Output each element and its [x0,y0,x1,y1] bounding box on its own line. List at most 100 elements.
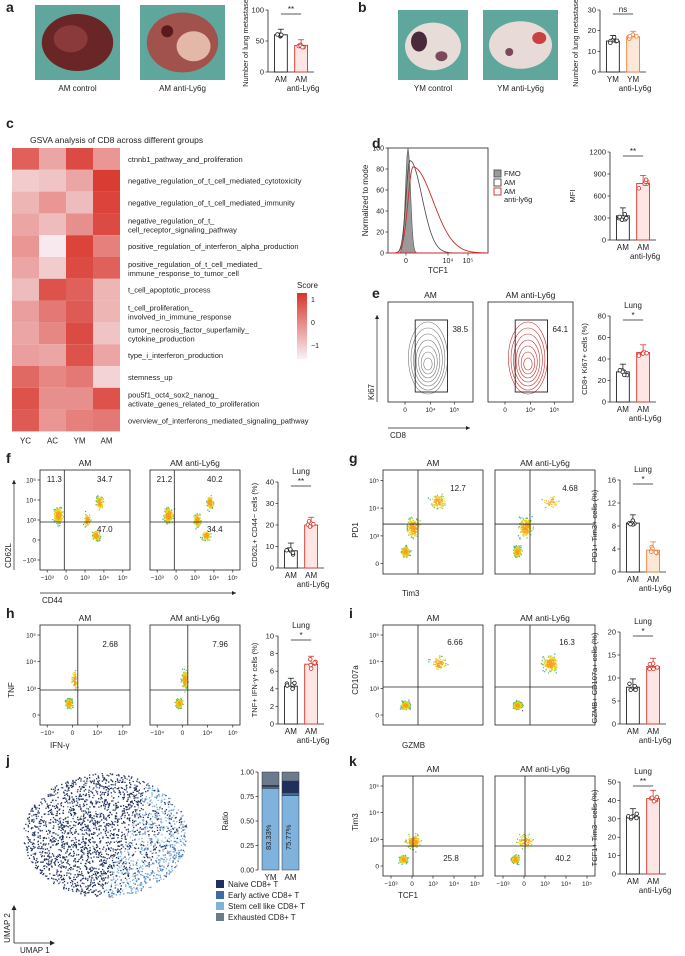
event-dot [85,522,87,524]
data-point [290,550,296,556]
group-label: anti-Ly6g [297,580,330,589]
event-dot [403,549,405,551]
umap-cell [128,830,130,832]
event-dot [548,669,551,672]
event-dot [206,537,209,539]
event-dot [71,679,73,681]
event-dot [522,522,524,524]
umap-cell [125,808,127,811]
event-dot [407,530,409,532]
event-dot [517,551,519,554]
event-dot [516,704,518,706]
event-dot [547,659,549,661]
event-dot [518,550,520,552]
event-dot [162,518,164,520]
umap-cell [36,847,39,849]
event-dot [165,519,167,521]
event-dot [95,533,97,535]
event-dot [415,518,418,520]
umap-cell [93,794,95,797]
event-dot [549,664,551,667]
event-dot [513,702,515,704]
event-dot [435,658,437,660]
umap-cell [72,843,75,846]
lung-lobe [176,31,211,62]
event-dot [70,698,72,700]
event-dot [71,701,74,703]
event-dot [551,661,553,663]
event-dot [402,702,404,704]
event-dot [554,669,556,672]
heatmap-cell [12,344,39,366]
event-dot [167,518,169,521]
panel-letter-g: g [349,450,358,466]
umap-cell [169,823,172,825]
legend-tick-label: −1 [311,343,319,350]
panel-letter-f: f [6,450,11,466]
event-dot [68,704,70,706]
bar-AM anti-Ly6g [636,352,651,403]
event-dot [549,656,552,658]
umap-cell [123,793,126,795]
umap-cell [27,830,30,833]
event-dot [59,524,61,527]
event-dot [194,514,196,516]
y-tick-label: 0 [592,68,596,77]
event-dot [184,686,187,688]
event-dot [429,659,431,661]
event-dot [439,503,441,505]
event-dot [531,516,533,518]
event-dot [407,704,409,706]
event-dot [518,703,521,705]
event-dot [55,511,58,513]
heatmap-cell [93,257,120,279]
event-dot [553,663,555,665]
event-dot [165,515,168,517]
event-dot [438,664,440,666]
event-dot [443,665,446,668]
event-dot [99,498,101,500]
event-dot [550,658,552,660]
legend-label: AM [504,187,515,196]
event-dot [165,509,168,511]
umap-cell [157,869,159,872]
photo-am-anti-ly6g [140,5,225,80]
event-dot [100,496,102,498]
data-point [308,662,313,668]
umap-cell [93,806,96,808]
event-dot [177,704,179,706]
event-dot [517,553,519,555]
heatmap-row-label: positive_regulation_of_interferon_alpha_… [128,242,299,251]
event-dot [406,550,409,552]
event-dot [208,534,210,536]
x-tick-label: −10³ [151,575,165,582]
umap-cell [37,815,39,818]
event-dot [65,704,67,706]
x-axis-label: TCF1 [428,266,449,275]
group-label: anti-Ly6g [287,84,320,93]
event-dot [408,527,411,529]
event-dot [182,685,184,687]
umap-cell [89,867,92,869]
heatmap-cell [39,257,66,279]
heatmap-row-label: t_cell_apoptotic_process [128,286,211,295]
event-dot [525,524,527,526]
umap-cell [183,834,186,836]
event-dot [545,506,547,509]
event-dot [440,500,442,502]
event-dot [408,525,410,527]
event-dot [546,664,548,666]
event-dot [183,686,185,688]
y-axis-label: CD62L [4,543,13,568]
event-dot [551,664,554,666]
event-dot [194,517,196,520]
event-dot [407,706,409,708]
umap-cell [78,871,80,873]
event-dot [90,519,92,521]
umap-cell [68,845,70,848]
event-dot [514,549,516,551]
event-dot [98,497,100,499]
event-dot [409,705,412,707]
event-dot [184,684,186,686]
x-axis-label: CD44 [42,596,63,605]
